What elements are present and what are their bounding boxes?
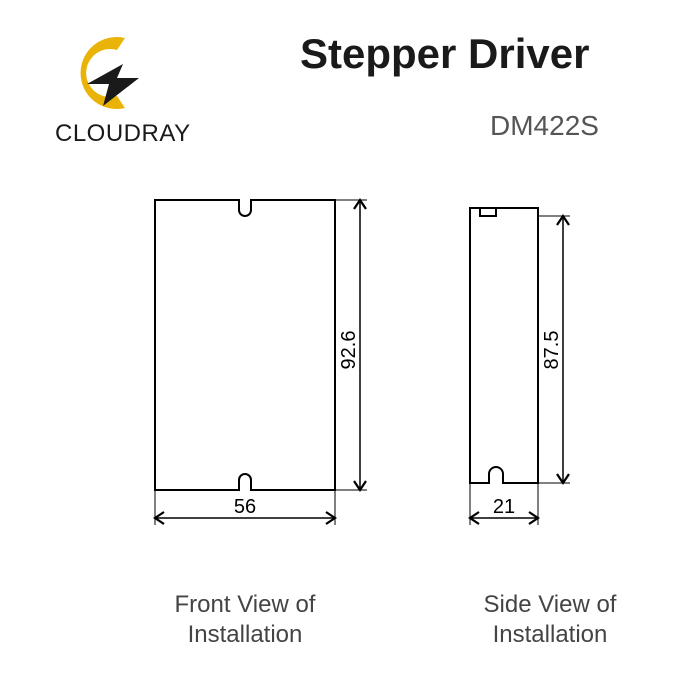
technical-drawings: 92.6 56 87.5 [70, 180, 670, 660]
side-view-group: 87.5 21 [470, 208, 570, 525]
brand-logo-block: CLOUDRAY [55, 30, 191, 148]
side-caption-line2: Installation [493, 621, 608, 648]
side-caption-line1: Side View of [484, 591, 617, 618]
side-top-inner-rect [480, 208, 496, 216]
product-model: DM422S [490, 110, 599, 142]
front-width-dim: 56 [155, 490, 335, 525]
side-height-dim: 87.5 [538, 216, 570, 483]
side-width-dim: 21 [470, 483, 538, 525]
front-view-caption: Front View of Installation [135, 590, 355, 650]
front-height-dim: 92.6 [335, 200, 367, 490]
drawing-svg: 92.6 56 87.5 [70, 180, 670, 580]
front-height-label: 92.6 [338, 331, 360, 370]
side-width-label: 21 [493, 496, 515, 518]
front-caption-line1: Front View of [175, 591, 316, 618]
front-view-group: 92.6 56 [155, 200, 367, 525]
side-height-label: 87.5 [541, 331, 563, 370]
brand-name: CLOUDRAY [55, 120, 191, 148]
product-title: Stepper Driver [300, 30, 589, 78]
cloudray-logo-icon [55, 30, 155, 120]
front-caption-line2: Installation [188, 621, 303, 648]
front-width-label: 56 [234, 496, 256, 518]
side-view-caption: Side View of Installation [450, 590, 650, 650]
